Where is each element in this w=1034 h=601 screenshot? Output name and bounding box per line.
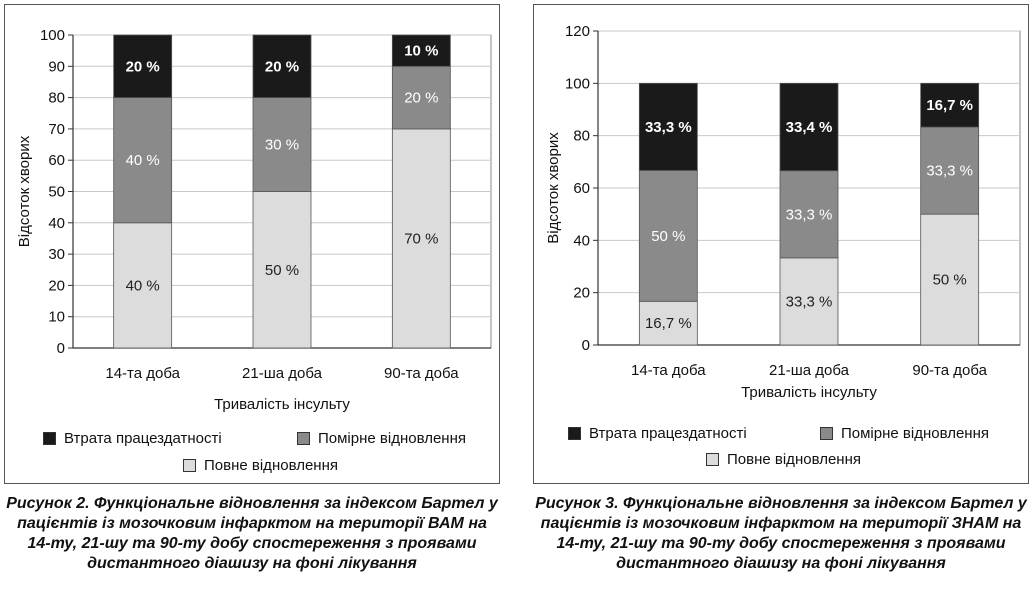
y-tick-label: 20	[573, 285, 590, 302]
bar-data-label: 50 %	[265, 262, 299, 279]
legend-swatch-moderate	[820, 427, 833, 440]
y-axis-title: Відсоток хворих	[545, 132, 562, 244]
legend-item-full: Повне відновлення	[706, 451, 861, 468]
bar-segment	[638, 300, 698, 346]
y-tick-label: 50	[48, 184, 65, 201]
legend-swatch-loss	[568, 427, 581, 440]
y-tick-label: 30	[48, 246, 65, 263]
legend-swatch-full	[183, 459, 196, 472]
figure-caption-1: Рисунок 2. Функціональне відновлення за …	[6, 495, 498, 572]
y-tick-label: 0	[582, 337, 590, 354]
legend-item-moderate: Помірне відновлення	[820, 425, 989, 442]
chart-panel-2: 0 20 40 60 80 100 120 16,7 % 50 % 33,3 % 14-та доб…	[533, 4, 1029, 484]
y-tick-label: 70	[48, 121, 65, 138]
legend-swatch-loss	[43, 432, 56, 445]
x-tick-label: 21-ша доба	[769, 362, 850, 379]
bar-data-label: 33,3 %	[926, 163, 973, 180]
bar-data-label: 40 %	[126, 152, 160, 169]
bar-data-label: 33,4 %	[786, 119, 833, 136]
y-tick-label: 100	[40, 27, 65, 44]
y-tick-label: 0	[57, 340, 65, 357]
bar-segment	[391, 65, 451, 130]
x-tick-label: 90-та доба	[912, 362, 987, 379]
y-axis-title: Відсоток хворих	[16, 135, 33, 247]
bar-data-label: 33,3 %	[786, 206, 833, 223]
legend-swatch-moderate	[297, 432, 310, 445]
bar-segment	[252, 191, 312, 349]
bar-segment	[920, 126, 980, 215]
bar-data-label: 20 %	[404, 90, 438, 107]
legend-label-loss: Втрата працездатності	[589, 425, 747, 442]
legend-item-full: Повне відновлення	[183, 457, 338, 474]
bar-segment	[113, 34, 173, 98]
y-tick-label: 90	[48, 58, 65, 75]
legend-label-moderate: Помірне відновлення	[841, 425, 989, 442]
legend-label-moderate: Помірне відновлення	[318, 430, 466, 447]
bar-data-label: 40 %	[126, 277, 160, 294]
y-tick-label: 20	[48, 277, 65, 294]
chart-svg-2: 0 20 40 60 80 100 120 16,7 % 50 % 33,3 % 14-та доб…	[545, 23, 1021, 401]
bar-segment	[779, 82, 839, 172]
bar-data-label: 16,7 %	[645, 315, 692, 332]
bar-segment	[638, 170, 698, 302]
y-tick-label: 120	[565, 23, 590, 40]
legend-item-moderate: Помірне відновлення	[297, 430, 466, 447]
x-tick-label: 14-та доба	[631, 362, 706, 379]
legend-label-loss: Втрата працездатності	[64, 430, 222, 447]
y-tick-label: 100	[565, 75, 590, 92]
bar-segment	[920, 82, 980, 128]
bar-data-label: 20 %	[126, 58, 160, 75]
x-axis-title: Тривалість інсульту	[741, 384, 877, 401]
bar-segment	[638, 82, 698, 171]
x-axis-title: Тривалість інсульту	[214, 396, 350, 413]
bar-segment	[252, 34, 312, 98]
bar-segment	[391, 128, 451, 349]
bar-segment	[391, 34, 451, 67]
bar-data-label: 30 %	[265, 137, 299, 154]
bar-segment	[779, 257, 839, 346]
x-tick-label: 90-та доба	[384, 365, 459, 382]
chart-svg-1: 0 10 20 30 40 50 60 70 80 90 100 40 % 40 % 20 % 14-та …	[16, 27, 492, 413]
legend-swatch-full	[706, 453, 719, 466]
y-tick-label: 80	[48, 90, 65, 107]
bar-data-label: 16,7 %	[926, 97, 973, 114]
bar-data-label: 50 %	[651, 228, 685, 245]
bar-data-label: 70 %	[404, 230, 438, 247]
legend-label-full: Повне відновлення	[204, 457, 338, 474]
y-tick-label: 80	[573, 128, 590, 145]
y-tick-label: 60	[48, 152, 65, 169]
y-tick-label: 10	[48, 309, 65, 326]
chart-panel-1: 0 10 20 30 40 50 60 70 80 90 100 40 % 40 % 20 % 14-та …	[4, 4, 500, 484]
bar-segment	[779, 170, 839, 259]
bar-data-label: 33,3 %	[645, 119, 692, 136]
bar-segment	[252, 97, 312, 192]
bar-data-label: 20 %	[265, 58, 299, 75]
y-tick-label: 60	[573, 180, 590, 197]
figure-caption-2: Рисунок 3. Функціональне відновлення за …	[535, 495, 1027, 572]
bar-data-label: 50 %	[933, 272, 967, 289]
x-tick-label: 21-ша доба	[242, 365, 323, 382]
y-tick-label: 40	[48, 215, 65, 232]
legend-label-full: Повне відновлення	[727, 451, 861, 468]
bar-data-label: 10 %	[404, 43, 438, 60]
y-tick-label: 40	[573, 232, 590, 249]
legend-item-loss: Втрата працездатності	[568, 425, 747, 442]
bar-segment	[920, 213, 980, 346]
legend-item-loss: Втрата працездатності	[43, 430, 222, 447]
bar-data-label: 33,3 %	[786, 293, 833, 310]
x-tick-label: 14-та доба	[105, 365, 180, 382]
bar-segment	[113, 222, 173, 349]
